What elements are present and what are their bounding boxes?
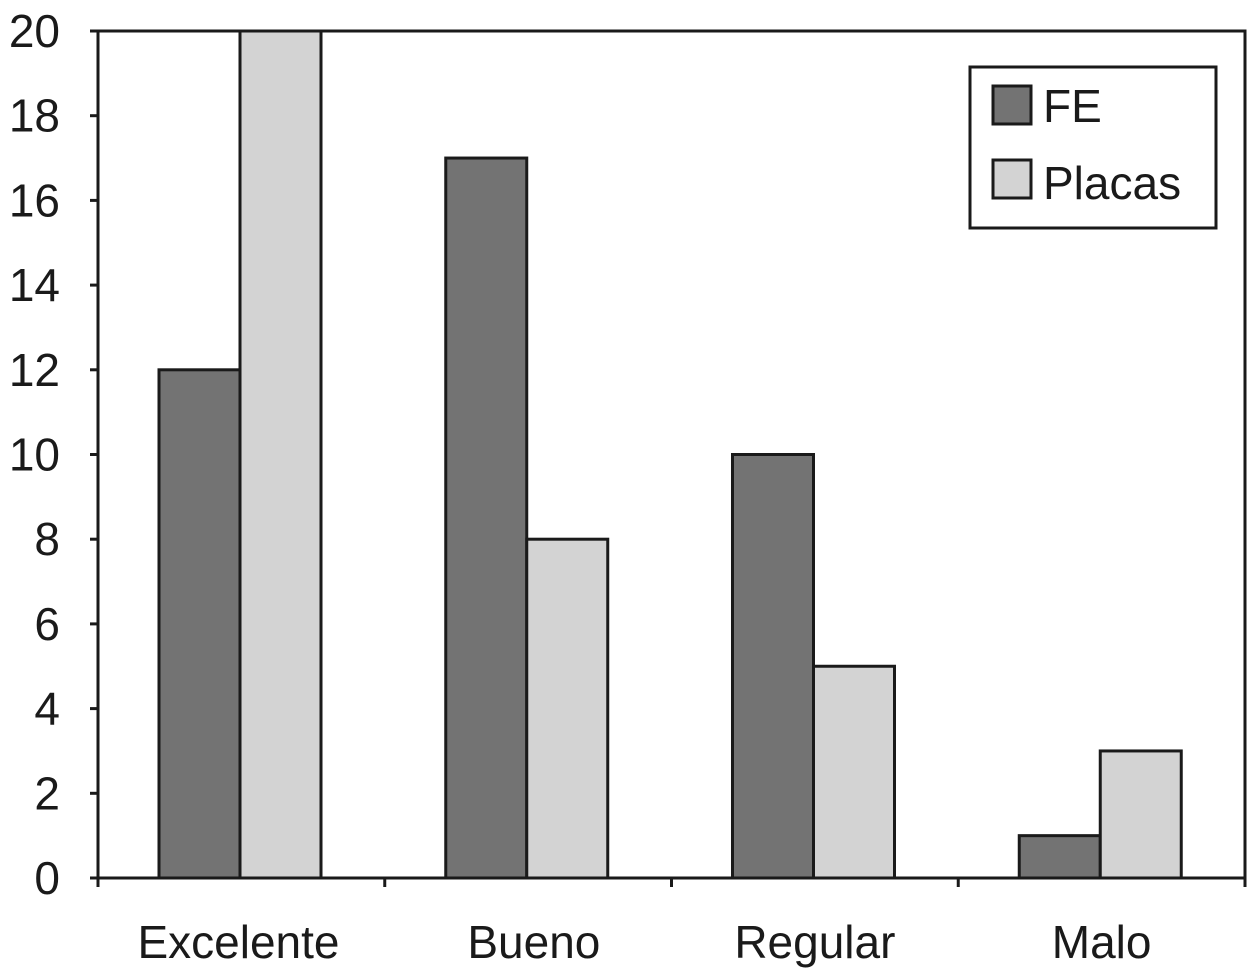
x-category-label: Regular xyxy=(734,916,895,968)
x-category-label: Bueno xyxy=(467,916,600,968)
y-tick-label: 6 xyxy=(34,598,60,650)
y-tick-label: 8 xyxy=(34,513,60,565)
bar-fe-excelente xyxy=(157,368,242,880)
legend-swatch-placas xyxy=(991,158,1033,200)
bar-placas-bueno xyxy=(525,537,610,880)
y-tick-label: 0 xyxy=(34,852,60,904)
bars xyxy=(157,29,1183,880)
bar-fe-bueno xyxy=(444,156,529,880)
y-tick-label: 10 xyxy=(9,429,60,481)
legend-label-fe: FE xyxy=(1043,80,1102,132)
bar-placas-excelente xyxy=(238,29,323,880)
bar-fe-regular xyxy=(731,453,815,880)
y-tick-label: 4 xyxy=(34,683,60,735)
y-tick-label: 20 xyxy=(9,5,60,57)
y-tick-label: 2 xyxy=(34,767,60,819)
y-tick-label: 18 xyxy=(9,90,60,142)
bar-fe-malo xyxy=(1017,834,1102,880)
legend-label-placas: Placas xyxy=(1043,157,1181,209)
bar-placas-malo xyxy=(1098,749,1183,880)
x-axis: Excelente Bueno Regular Malo xyxy=(96,878,1247,968)
legend-swatch-fe xyxy=(991,84,1033,126)
y-tick-label: 14 xyxy=(9,259,60,311)
legend: FE Placas xyxy=(968,65,1218,230)
y-axis: 0 2 4 6 8 10 12 14 16 18 20 xyxy=(9,5,98,904)
bar-placas-regular xyxy=(812,664,896,880)
x-category-label: Malo xyxy=(1052,916,1152,968)
y-tick-label: 16 xyxy=(9,174,60,226)
x-category-label: Excelente xyxy=(137,916,339,968)
y-tick-label: 12 xyxy=(9,344,60,396)
